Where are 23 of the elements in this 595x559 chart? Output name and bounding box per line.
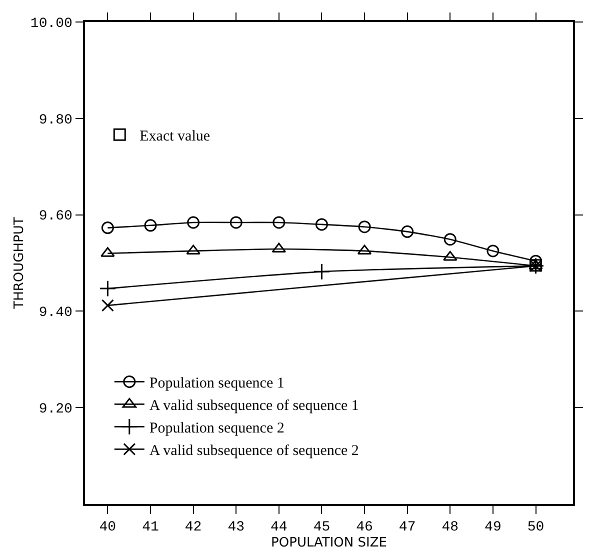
x-tick-label: 46 [356, 520, 373, 536]
x-tick-label: 50 [527, 520, 544, 536]
legend-label: Exact value [140, 128, 210, 144]
legend-label: Population sequence 1 [149, 376, 284, 392]
y-tick-label: 9.60 [38, 208, 72, 225]
y-tick-label: 9.40 [38, 305, 72, 322]
x-tick-label: 43 [228, 520, 245, 536]
legend-label: A valid subsequence of sequence 1 [149, 398, 359, 414]
y-tick-label: 9.80 [38, 112, 72, 128]
y-axis-title: THROUGHPUT [12, 217, 27, 310]
x-tick-label: 47 [398, 520, 416, 536]
legend-label: Population sequence 2 [149, 420, 284, 437]
y-tick-label: 9.20 [38, 402, 72, 418]
x-tick-label: 44 [270, 520, 288, 536]
x-tick-label: 49 [484, 520, 502, 536]
x-axis-title: POPULATION SIZE [271, 536, 387, 551]
x-tick-label: 42 [184, 520, 202, 536]
x-tick-label: 41 [142, 520, 159, 536]
x-tick-label: 48 [442, 520, 459, 536]
x-tick-label: 45 [313, 520, 330, 536]
x-tick-label: 40 [99, 520, 116, 536]
y-tick-label: 10.00 [30, 16, 72, 32]
legend-label: A valid subsequence of sequence 2 [149, 443, 359, 460]
